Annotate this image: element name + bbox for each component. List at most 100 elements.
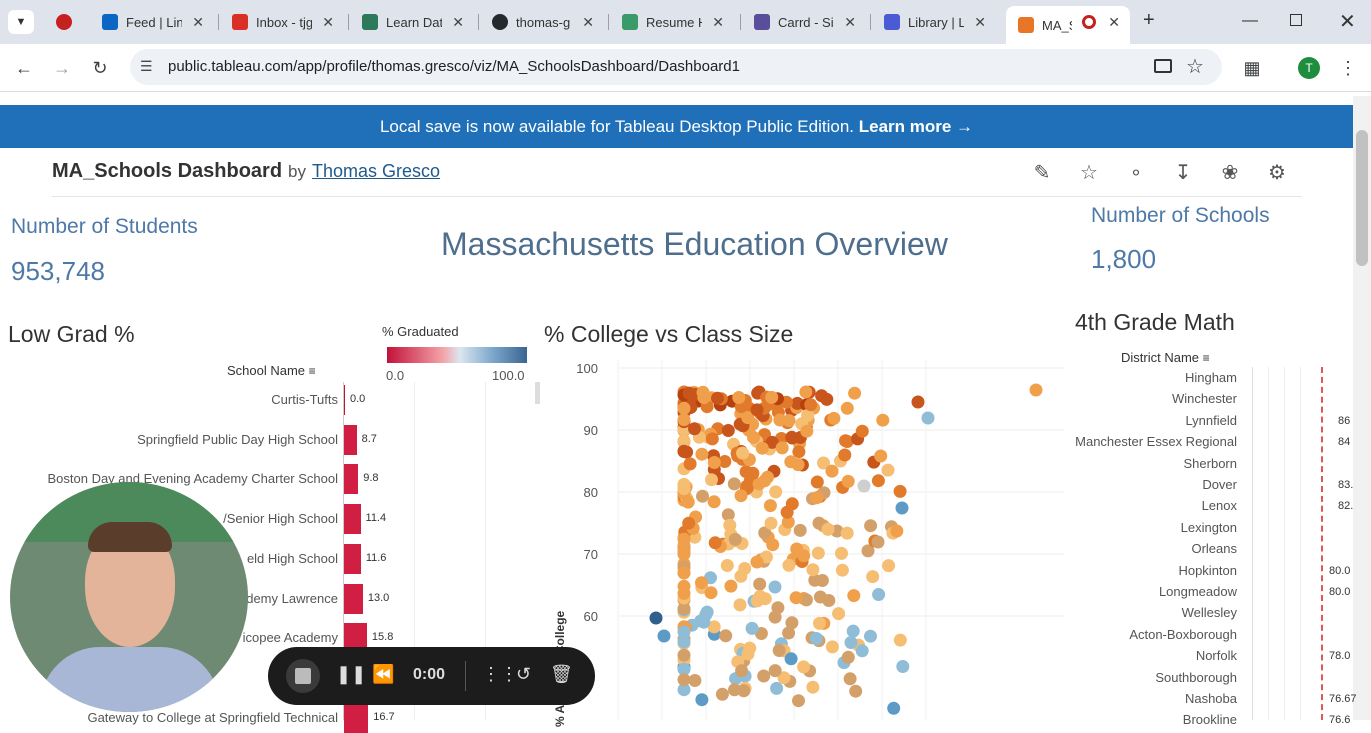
school-dot[interactable] (893, 633, 907, 647)
school-dot[interactable] (721, 424, 735, 437)
school-dot[interactable] (750, 403, 764, 417)
school-dot[interactable] (753, 577, 767, 591)
school-dot[interactable] (719, 629, 733, 643)
school-dot[interactable] (677, 532, 691, 546)
school-dot[interactable] (835, 563, 849, 577)
district-name-label[interactable]: Lynnfield (1185, 412, 1237, 428)
school-dot[interactable] (792, 445, 806, 459)
school-dot[interactable] (773, 413, 787, 427)
school-dot[interactable] (861, 544, 875, 558)
extensions-icon[interactable]: ▦ (1243, 58, 1261, 78)
school-dot[interactable] (815, 574, 829, 587)
school-dot[interactable] (708, 536, 722, 550)
reload-icon[interactable]: ↻ (92, 58, 108, 78)
school-dot[interactable] (817, 456, 830, 470)
school-dot[interactable] (785, 616, 799, 630)
school-dot[interactable] (768, 580, 782, 594)
school-dot[interactable] (843, 672, 857, 686)
district-name-label[interactable]: Hingham (1184, 370, 1237, 385)
school-dot[interactable] (753, 589, 767, 603)
district-name-header[interactable]: District Name ≡ (1121, 350, 1210, 365)
school-dot[interactable] (896, 660, 910, 673)
school-dot[interactable] (770, 681, 784, 695)
browser-tab[interactable]: Learn Data ✕ (350, 6, 474, 38)
school-name-header[interactable]: School Name ≡ (227, 363, 316, 378)
school-dot[interactable] (755, 441, 769, 455)
school-dot[interactable] (723, 518, 737, 532)
school-dot[interactable] (677, 635, 691, 649)
district-name-label[interactable]: Dover (1202, 477, 1237, 492)
browser-tab[interactable]: Feed | LinkedIn ✕ (90, 6, 214, 38)
school-dot[interactable] (768, 610, 782, 624)
school-dot[interactable] (782, 626, 796, 640)
school-dot[interactable] (840, 401, 854, 415)
district-name-label[interactable]: Nashoba (1184, 691, 1237, 706)
school-dot[interactable] (775, 441, 789, 455)
school-dot[interactable] (677, 602, 691, 616)
minimize-icon[interactable]: — (1242, 12, 1258, 29)
school-dot[interactable] (736, 446, 750, 460)
school-dot[interactable] (784, 652, 798, 666)
school-dot[interactable] (757, 669, 771, 683)
school-dot[interactable] (810, 475, 824, 489)
school-dot[interactable] (800, 424, 814, 438)
school-dot[interactable] (677, 586, 691, 600)
forward-icon[interactable]: → (53, 58, 71, 78)
school-dot[interactable] (887, 701, 901, 715)
school-dot[interactable] (715, 687, 729, 701)
pause-icon[interactable]: ❚❚ (336, 664, 367, 684)
school-dot[interactable] (839, 434, 852, 448)
grad-bar[interactable] (344, 464, 359, 495)
browser-tab[interactable]: Library | L ✕ (872, 6, 996, 38)
school-dot[interactable] (797, 660, 811, 674)
school-dot[interactable] (846, 624, 860, 638)
school-dot[interactable] (769, 485, 783, 499)
grid-handle-icon[interactable]: ⋮⋮ (482, 664, 518, 684)
school-dot[interactable] (801, 408, 815, 422)
delete-icon[interactable]: 🗑 (550, 664, 573, 684)
school-dot[interactable] (752, 477, 766, 491)
restore-icon[interactable] (1290, 14, 1302, 26)
browser-tab[interactable]: thomas-g ✕ (480, 6, 604, 38)
school-dot[interactable] (677, 673, 691, 687)
school-dot[interactable] (838, 448, 852, 462)
school-dot[interactable] (780, 505, 794, 519)
tab-search-icon[interactable]: ▼ (8, 10, 34, 34)
sort-icon[interactable]: ≡ (308, 364, 316, 378)
download-icon[interactable]: ↧ (1174, 162, 1192, 184)
school-dot[interactable] (806, 680, 820, 694)
tab-close-icon[interactable]: ✕ (1108, 14, 1120, 30)
school-dot[interactable] (677, 566, 691, 580)
school-dot[interactable] (793, 523, 807, 537)
school-dot[interactable] (695, 693, 709, 707)
school-name-label[interactable]: demy Lawrence (246, 590, 338, 606)
school-dot[interactable] (747, 430, 760, 444)
grad-bar[interactable] (344, 504, 361, 535)
tab-close-icon[interactable]: ✕ (192, 14, 204, 30)
grad-bar[interactable] (344, 623, 367, 654)
school-dot[interactable] (682, 516, 696, 530)
school-dot[interactable] (649, 611, 663, 625)
school-dot[interactable] (657, 629, 671, 643)
stop-button[interactable] (286, 659, 320, 693)
school-dot[interactable] (695, 576, 708, 590)
school-dot[interactable] (871, 474, 885, 488)
school-dot[interactable] (728, 683, 741, 697)
tab-close-icon[interactable]: ✕ (974, 14, 986, 30)
school-dot[interactable] (844, 636, 858, 649)
school-dot[interactable] (921, 411, 935, 425)
school-name-label[interactable]: eld High School (246, 550, 338, 566)
school-dot[interactable] (696, 489, 709, 503)
school-dot[interactable] (813, 616, 826, 630)
author-link[interactable]: Thomas Gresco (312, 161, 441, 181)
school-dot[interactable] (827, 411, 841, 425)
district-name-label[interactable]: Wellesley (1181, 605, 1237, 621)
browser-tab[interactable]: Carrd - Si ✕ (742, 6, 866, 38)
district-name-label[interactable]: Norfolk (1195, 648, 1237, 664)
school-dot[interactable] (772, 644, 786, 657)
school-dot[interactable] (677, 648, 691, 662)
school-dot[interactable] (777, 671, 791, 685)
share-icon[interactable]: ∘ (1129, 162, 1143, 184)
edit-viz-icon[interactable]: ✎ (1033, 162, 1051, 184)
new-tab-button[interactable]: + (1143, 9, 1155, 31)
